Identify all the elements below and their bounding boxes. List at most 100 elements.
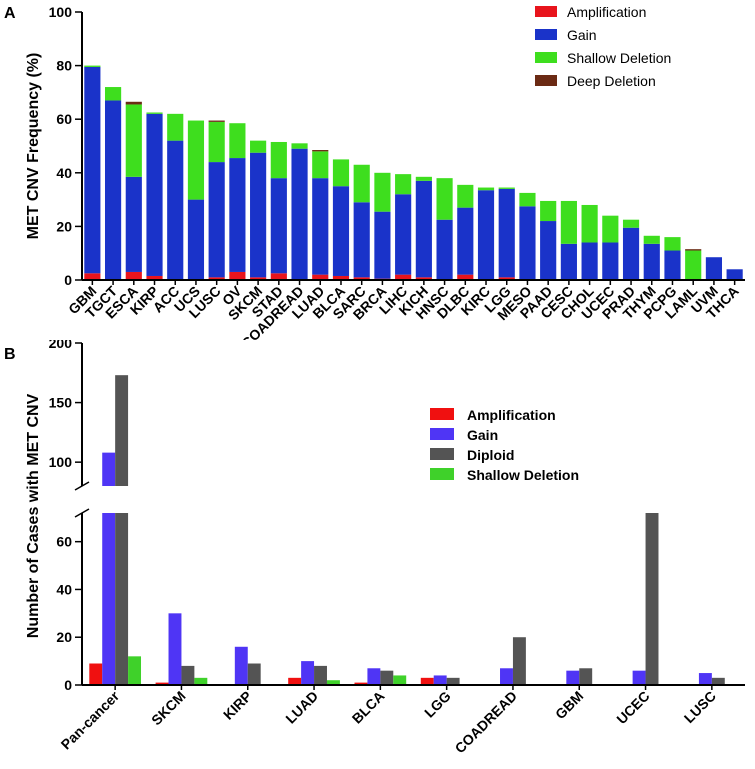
bar-shallow-deletion-dlbc — [457, 184, 474, 208]
bar-shallow-deletion-brca — [374, 172, 391, 212]
bar-amplification-esca — [125, 271, 142, 280]
bar-gain-blca — [367, 668, 381, 685]
legend-swatch-b-diploid — [430, 448, 454, 460]
legend-label-b-gain: Gain — [467, 427, 498, 443]
bar-diploid-pan-cancer-upper — [115, 375, 129, 486]
bar-shallow-deletion-kich — [415, 176, 432, 181]
y-tick-label-a: 60 — [56, 111, 72, 127]
legend-swatch-b-shallow-deletion — [430, 468, 454, 480]
y-axis-label-a: MET CNV Frequency (%) — [25, 53, 42, 240]
bar-gain-gbm — [566, 670, 580, 685]
legend-label-b-shallow-deletion: Shallow Deletion — [467, 467, 579, 483]
bar-gain-chol — [581, 242, 598, 280]
bar-gain-stad — [270, 178, 287, 274]
x-tick-label-b-coadread: COADREAD — [452, 688, 521, 757]
bar-deep-deletion-laml — [685, 249, 702, 251]
x-tick-label-b-ucec: UCEC — [613, 688, 652, 727]
bar-shallow-deletion-ucs — [187, 120, 205, 200]
bar-gain-luad — [301, 661, 315, 685]
bar-amplification-ov — [229, 271, 246, 280]
y-tick-label-a: 20 — [56, 218, 72, 234]
bar-gain-thym — [643, 243, 660, 280]
legend-swatch-a-deep-deletion — [535, 75, 557, 86]
x-tick-label-b-pan-cancer: Pan-cancer — [58, 687, 123, 752]
bar-shallow-deletion-ucec — [602, 215, 619, 243]
bar-gain-lihc — [395, 194, 412, 275]
bar-gain-pan-cancer-upper — [102, 452, 116, 486]
bar-shallow-deletion-meso — [519, 192, 536, 207]
y-tick-label-b-lower: 60 — [56, 534, 72, 550]
bar-shallow-deletion-kirp — [146, 112, 163, 114]
bar-amplification-lgg — [420, 677, 434, 685]
bar-gain-pcpg — [664, 250, 681, 280]
bar-shallow-deletion-prad — [622, 219, 640, 228]
bar-diploid-skcm — [181, 665, 195, 685]
legend-label-a-amplification: Amplification — [567, 4, 646, 20]
bar-shallow-deletion-paad — [540, 200, 557, 222]
bar-shallow-deletion-ov — [229, 123, 246, 159]
bar-gain-pan-cancer — [102, 513, 116, 685]
axis-break-mark — [74, 508, 90, 518]
bar-gain-kirp — [146, 113, 163, 276]
bar-amplification-luad — [288, 677, 302, 685]
bar-shallow-deletion-hnsc — [436, 178, 453, 220]
x-tick-label-b-luad: LUAD — [282, 688, 321, 727]
bar-shallow-deletion-acc — [167, 113, 184, 141]
bar-diploid-gbm — [579, 668, 593, 685]
bar-gain-lgg — [498, 188, 515, 278]
y-tick-label-a: 100 — [49, 4, 73, 20]
bar-diploid-lgg — [446, 677, 460, 685]
y-tick-label-a: 0 — [64, 272, 72, 288]
x-tick-label-b-blca: BLCA — [349, 688, 388, 727]
bar-gain-kirp — [234, 646, 248, 685]
bar-amplification-luad — [312, 274, 329, 280]
bar-shallow-deletion-luad — [326, 680, 340, 685]
bar-shallow-deletion-laml — [685, 250, 702, 280]
panel-label-a: A — [4, 5, 16, 22]
y-tick-label-b-lower: 40 — [56, 581, 72, 597]
legend-label-b-diploid: Diploid — [467, 447, 514, 463]
bar-gain-lusc — [698, 673, 712, 685]
bar-gain-skcm — [168, 613, 182, 685]
bar-amplification-blca — [332, 275, 350, 280]
bar-shallow-deletion-blca — [393, 675, 407, 685]
y-axis-label-b: Number of Cases with MET CNV — [25, 393, 42, 638]
bar-amplification-gbm — [84, 273, 101, 280]
y-tick-label-b-upper: 200 — [49, 340, 73, 351]
bar-gain-ov — [229, 158, 246, 272]
bar-diploid-kirp — [247, 663, 261, 685]
bar-amplification-kirp — [146, 275, 163, 280]
bar-gain-ucec — [602, 242, 619, 280]
bar-gain-paad — [540, 221, 557, 280]
bar-shallow-deletion-chol — [581, 204, 598, 243]
bar-shallow-deletion-coadread — [291, 143, 308, 149]
bar-gain-dlbc — [457, 207, 474, 275]
bar-diploid-pan-cancer — [115, 513, 129, 685]
bar-gain-uvm — [705, 257, 723, 280]
bar-gain-esca — [125, 176, 142, 272]
legend-label-b-amplification: Amplification — [467, 407, 556, 423]
bar-amplification-dlbc — [457, 274, 474, 280]
bar-amplification-pan-cancer — [89, 663, 103, 685]
bar-shallow-deletion-gbm — [84, 65, 101, 67]
bar-shallow-deletion-thym — [643, 235, 660, 244]
x-tick-label-b-lusc: LUSC — [681, 688, 719, 726]
bar-amplification-sarc — [353, 277, 370, 280]
bar-shallow-deletion-luad — [312, 151, 329, 179]
x-tick-label-b-skcm: SKCM — [148, 688, 188, 728]
bar-gain-thca — [726, 269, 743, 280]
bar-gain-sarc — [353, 202, 370, 278]
bar-shallow-deletion-skcm — [250, 140, 267, 153]
panel-label-b: B — [4, 346, 16, 363]
bar-gain-meso — [519, 206, 536, 280]
bar-amplification-blca — [354, 682, 368, 685]
bar-shallow-deletion-blca — [332, 159, 350, 187]
bar-shallow-deletion-stad — [270, 141, 287, 179]
bar-gain-kich — [415, 180, 432, 278]
bar-shallow-deletion-sarc — [353, 164, 370, 203]
bar-gain-ucec — [632, 670, 646, 685]
y-tick-label-a: 40 — [56, 165, 72, 181]
bar-gain-tgct — [104, 100, 122, 280]
y-tick-label-b-lower: 20 — [56, 629, 72, 645]
